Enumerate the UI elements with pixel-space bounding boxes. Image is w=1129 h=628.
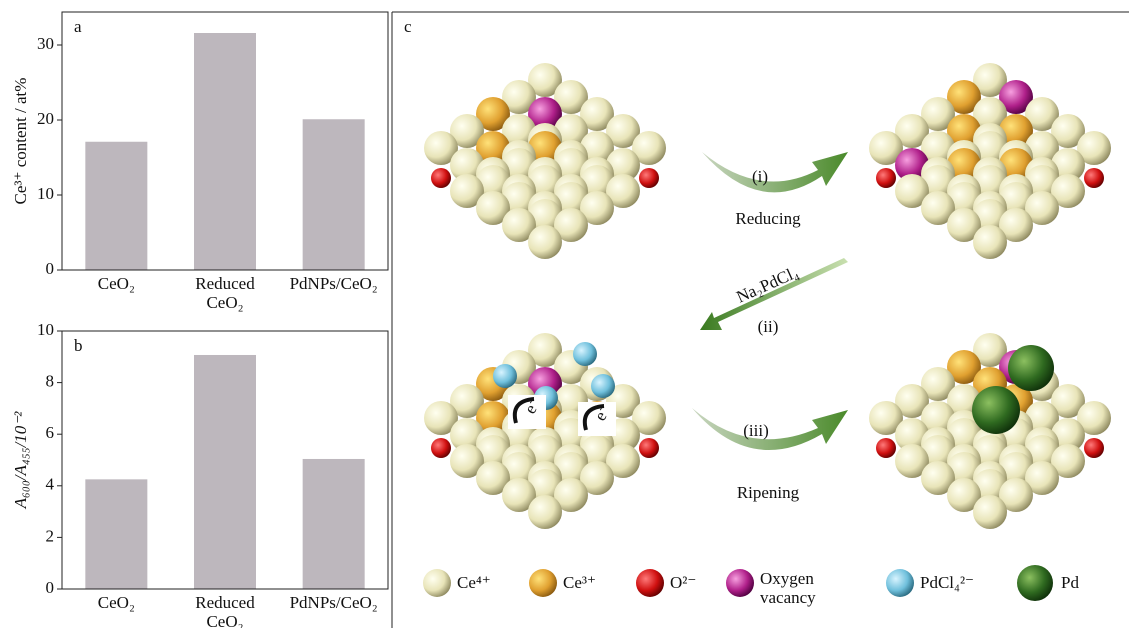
panel-label: b	[74, 336, 83, 355]
atom	[876, 438, 896, 458]
y-tick-label: 20	[37, 109, 54, 128]
atom	[1008, 345, 1054, 391]
atom	[591, 374, 615, 398]
legend-swatch	[886, 569, 914, 597]
atom	[573, 342, 597, 366]
y-tick-label: 2	[46, 526, 55, 545]
bar	[303, 119, 365, 270]
step-number: (iii)	[743, 421, 769, 440]
bar	[85, 479, 147, 589]
atom	[639, 168, 659, 188]
legend-label: Oxygen vacancy	[760, 569, 840, 607]
atom	[639, 438, 659, 458]
x-tick-label: CeO₂	[68, 274, 164, 293]
x-tick-label: Reduced CeO₂	[177, 274, 273, 312]
legend-label: PdCl₄²⁻	[920, 573, 1010, 592]
step-number: (ii)	[758, 317, 779, 336]
atom	[528, 495, 562, 529]
legend-label: Ce⁴⁺	[457, 573, 547, 592]
arrow	[692, 408, 848, 450]
legend-label: O²⁻	[670, 573, 760, 592]
panel-label: a	[74, 17, 82, 36]
y-tick-label: 30	[37, 34, 54, 53]
legend-swatch	[423, 569, 451, 597]
y-tick-label: 0	[46, 259, 55, 278]
atom	[973, 495, 1007, 529]
bar	[85, 142, 147, 270]
step-number: (i)	[752, 167, 768, 186]
bar	[194, 355, 256, 589]
atom	[431, 168, 451, 188]
legend-label: Pd	[1061, 573, 1129, 592]
y-tick-label: 0	[46, 578, 55, 597]
atom	[876, 168, 896, 188]
y-tick-label: 8	[46, 372, 55, 391]
panel-label: c	[404, 17, 412, 36]
bar	[194, 33, 256, 270]
step-label: Ripening	[737, 483, 800, 502]
x-tick-label: PdNPs/CeO₂	[286, 274, 382, 293]
atom	[1084, 438, 1104, 458]
arrow	[702, 152, 848, 192]
x-tick-label: Reduced CeO₂	[177, 593, 273, 628]
figure: c (i) Reducing Na₂PdCl₄ (ii) (iii) Ripen…	[0, 0, 1129, 628]
y-axis-label: A₆₀₀/A₄₅₅/10⁻²	[11, 411, 30, 510]
step-label: Reducing	[735, 209, 801, 228]
y-tick-label: 10	[37, 184, 54, 203]
atom	[1084, 168, 1104, 188]
bar	[303, 459, 365, 589]
y-axis-label: Ce³⁺ content / at%	[11, 78, 30, 205]
atom	[528, 225, 562, 259]
legend-swatch	[1017, 565, 1053, 601]
atom	[973, 225, 1007, 259]
y-tick-label: 10	[37, 320, 54, 339]
x-tick-label: PdNPs/CeO₂	[286, 593, 382, 612]
figure-canvas: c (i) Reducing Na₂PdCl₄ (ii) (iii) Ripen…	[0, 0, 1129, 628]
legend-label: Ce³⁺	[563, 573, 653, 592]
y-tick-label: 6	[46, 423, 55, 442]
x-tick-label: CeO₂	[68, 593, 164, 612]
atom	[972, 386, 1020, 434]
atom	[431, 438, 451, 458]
y-tick-label: 4	[46, 475, 55, 494]
atom	[493, 364, 517, 388]
